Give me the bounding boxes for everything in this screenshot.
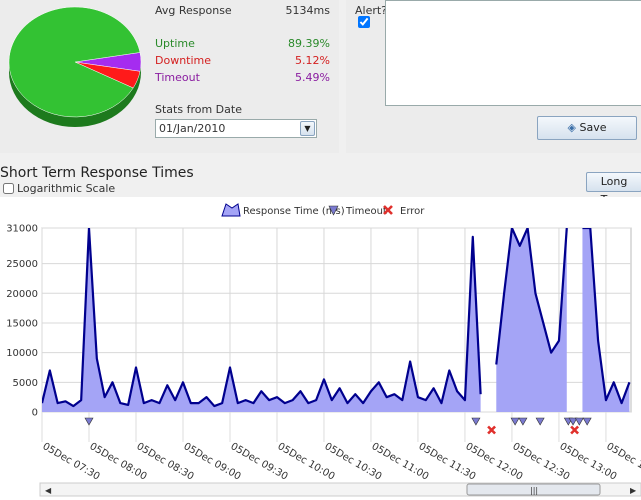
timeout-marker bbox=[471, 417, 481, 426]
downtime-label: Downtime bbox=[155, 54, 212, 67]
pie-chart bbox=[8, 6, 142, 127]
y-tick-label: 15000 bbox=[6, 318, 38, 329]
section-title: Short Term Response Times bbox=[0, 165, 194, 181]
timeout-marker bbox=[84, 417, 94, 426]
date-dropdown[interactable]: ▼ bbox=[300, 121, 315, 136]
timeout-marker bbox=[574, 417, 584, 426]
error-marker bbox=[487, 425, 497, 435]
scroll-left[interactable]: ◀ bbox=[45, 486, 52, 495]
save-button[interactable]: ◈ Save bbox=[537, 116, 637, 140]
long-term-button[interactable]: Long Term bbox=[586, 172, 641, 206]
response-chart: ||| ◀ ▶ 05000100001500020000250003100005… bbox=[0, 197, 641, 500]
error-marker bbox=[570, 425, 580, 435]
uptime-value: 89.39% bbox=[288, 37, 330, 50]
legend-label: Error bbox=[400, 206, 425, 217]
y-tick-label: 5000 bbox=[13, 378, 38, 389]
timeout-label: Timeout bbox=[155, 71, 200, 84]
downtime-value: 5.12% bbox=[295, 54, 330, 67]
timeout-value: 5.49% bbox=[295, 71, 330, 84]
date-picker[interactable]: 01/Jan/2010 ▼ bbox=[155, 119, 317, 138]
timeout-marker bbox=[510, 417, 520, 426]
date-label: Stats from Date bbox=[155, 103, 242, 116]
legend-label: Timeout bbox=[345, 206, 387, 217]
uptime-label: Uptime bbox=[155, 37, 195, 50]
log-label: Logarithmic Scale bbox=[17, 182, 116, 195]
area bbox=[42, 228, 630, 412]
scrollbar-grip: ||| bbox=[530, 486, 538, 495]
legend-label: Response Time (ms) bbox=[243, 206, 345, 217]
pie-slice bbox=[8, 6, 141, 118]
avg-label: Avg Response bbox=[155, 4, 232, 17]
avg-value: 5134ms bbox=[285, 4, 330, 17]
date-value: 01/Jan/2010 bbox=[159, 122, 226, 135]
alert-label: Alert? bbox=[355, 4, 388, 17]
line bbox=[42, 228, 631, 408]
log-checkbox[interactable] bbox=[3, 183, 14, 194]
save-text: Save bbox=[579, 121, 607, 134]
legend-timeout-icon bbox=[328, 205, 339, 216]
alert-checkbox[interactable] bbox=[358, 16, 370, 28]
legend-area-icon bbox=[221, 203, 241, 217]
scroll-right[interactable]: ▶ bbox=[630, 486, 637, 495]
y-tick-label: 10000 bbox=[6, 348, 38, 359]
timeout-marker bbox=[518, 417, 528, 426]
y-tick-label: 25000 bbox=[6, 259, 38, 270]
y-tick-label: 31000 bbox=[6, 224, 38, 235]
scrollbar-thumb[interactable] bbox=[466, 483, 601, 496]
timeout-marker bbox=[582, 417, 592, 426]
timeout-marker bbox=[535, 417, 545, 426]
timeout-marker bbox=[568, 417, 578, 426]
series-group bbox=[42, 228, 631, 412]
legend-error-icon bbox=[383, 205, 393, 215]
y-tick-label: 20000 bbox=[6, 289, 38, 300]
alert-textarea[interactable] bbox=[385, 0, 641, 106]
y-tick-label: 0 bbox=[32, 408, 38, 419]
